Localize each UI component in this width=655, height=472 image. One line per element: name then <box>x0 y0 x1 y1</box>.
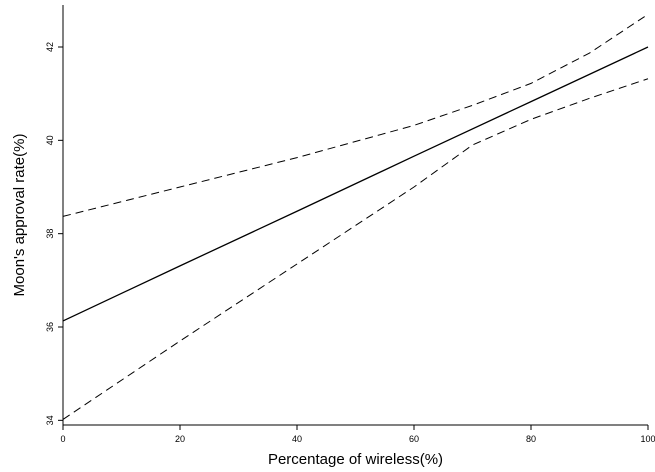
y-tick-label: 36 <box>45 322 55 332</box>
series <box>62 13 649 420</box>
y-tick-label: 34 <box>45 415 55 425</box>
fitted-solid-line <box>62 46 649 322</box>
y-tick-label: 40 <box>45 135 55 145</box>
x-tick-label: 80 <box>526 434 536 444</box>
ticks: 0 20 40 60 80 100 34 36 38 40 42 <box>45 42 655 444</box>
x-tick-label: 20 <box>175 434 185 444</box>
x-tick-label: 0 <box>60 434 65 444</box>
axes <box>62 5 648 426</box>
x-tick-label: 100 <box>640 434 655 444</box>
upper-bound-dashed-line <box>62 13 649 217</box>
y-axis-title: Moon's approval rate(%) <box>11 134 28 297</box>
y-tick-label: 42 <box>45 42 55 52</box>
lower-bound-dashed-line <box>62 78 649 420</box>
x-tick-label: 60 <box>409 434 419 444</box>
x-axis-title: Percentage of wireless(%) <box>268 451 443 468</box>
x-tick-label: 40 <box>292 434 302 444</box>
y-tick-label: 38 <box>45 229 55 239</box>
